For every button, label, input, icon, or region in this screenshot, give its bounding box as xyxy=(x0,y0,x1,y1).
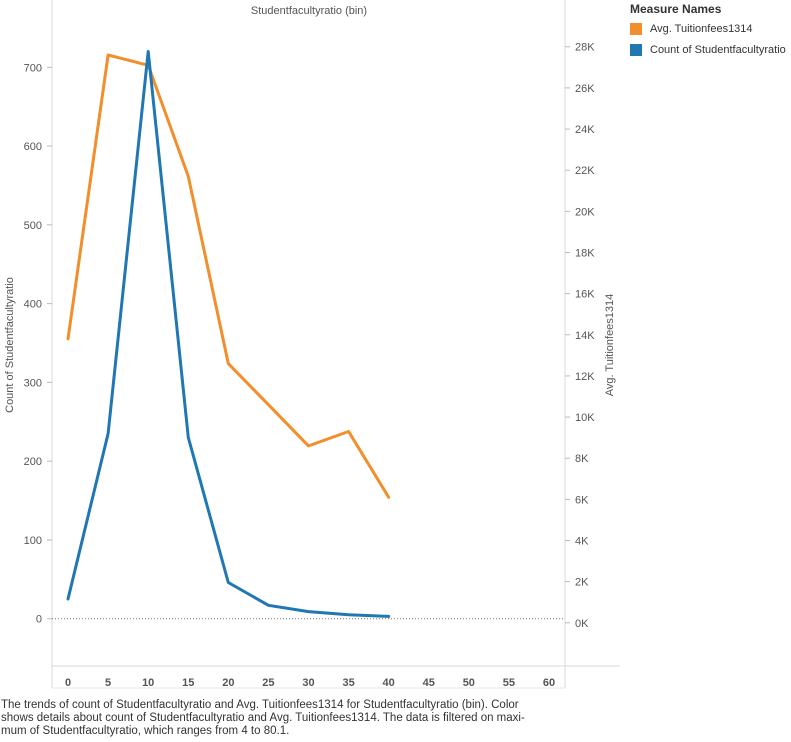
x-tick-label: 50 xyxy=(463,677,475,689)
right-tick-label: 14K xyxy=(575,330,595,342)
caption-line: The trends of count of Studentfacultyrat… xyxy=(1,699,519,711)
right-tick-label: 18K xyxy=(575,247,595,259)
left-tick-label: 700 xyxy=(24,62,42,74)
series-lines xyxy=(66,50,391,618)
right-tick-label: 24K xyxy=(575,124,595,136)
left-tick-label: 0 xyxy=(36,614,42,626)
right-tick-label: 12K xyxy=(575,371,595,383)
x-tick-label: 45 xyxy=(423,677,435,689)
right-tick-label: 4K xyxy=(575,536,589,548)
right-tick-label: 22K xyxy=(575,165,595,177)
chart-title: Studentfacultyratio (bin) xyxy=(251,5,367,17)
right-tick-label: 20K xyxy=(575,206,595,218)
left-tick-label: 100 xyxy=(24,535,42,547)
caption-line: mum of Studentfacultyratio, which ranges… xyxy=(1,725,290,737)
left-tick-label: 300 xyxy=(24,377,42,389)
legend-item-count[interactable]: Count of Studentfacultyratio xyxy=(630,41,790,59)
chart-caption: The trends of count of Studentfacultyrat… xyxy=(1,699,561,738)
x-tick-label: 30 xyxy=(302,677,314,689)
x-tick-label: 35 xyxy=(342,677,354,689)
legend-label: Avg. Tuitionfees1314 xyxy=(650,23,753,35)
x-tick-label: 20 xyxy=(222,677,234,689)
right-tick-label: 26K xyxy=(575,83,595,95)
x-tick-label: 40 xyxy=(383,677,395,689)
left-tick-label: 400 xyxy=(24,299,42,311)
legend-swatch-orange xyxy=(630,23,642,35)
x-tick-label: 60 xyxy=(543,677,555,689)
right-tick-label: 0K xyxy=(575,618,589,630)
right-axis-title: Avg. Tuitionfees1314 xyxy=(604,294,616,397)
right-tick-label: 6K xyxy=(575,494,589,506)
left-axis-title: Count of Studentfacultyratio xyxy=(4,277,16,413)
x-tick-label: 10 xyxy=(142,677,154,689)
x-tick-label: 0 xyxy=(65,677,71,689)
right-tick-label: 2K xyxy=(575,577,589,589)
legend-label: Count of Studentfacultyratio xyxy=(650,44,786,56)
legend: Measure Names Avg. Tuitionfees1314 Count… xyxy=(630,2,790,62)
legend-item-tuition[interactable]: Avg. Tuitionfees1314 xyxy=(630,20,790,38)
left-tick-label: 600 xyxy=(24,141,42,153)
right-tick-label: 28K xyxy=(575,42,595,54)
right-tick-label: 10K xyxy=(575,412,595,424)
axes: 01002003004005006007000K2K4K6K8K10K12K14… xyxy=(24,0,620,689)
right-tick-label: 16K xyxy=(575,289,595,301)
legend-title: Measure Names xyxy=(630,2,722,16)
left-tick-label: 500 xyxy=(24,220,42,232)
series-line-tuition xyxy=(66,53,391,499)
x-tick-label: 25 xyxy=(262,677,274,689)
left-tick-label: 200 xyxy=(24,456,42,468)
legend-swatch-blue xyxy=(630,44,642,56)
right-tick-label: 8K xyxy=(575,453,589,465)
x-tick-label: 55 xyxy=(503,677,515,689)
series-line-count xyxy=(66,50,391,618)
x-tick-label: 15 xyxy=(182,677,194,689)
caption-line: shows details about count of Studentfacu… xyxy=(1,712,525,724)
x-tick-label: 5 xyxy=(105,677,111,689)
